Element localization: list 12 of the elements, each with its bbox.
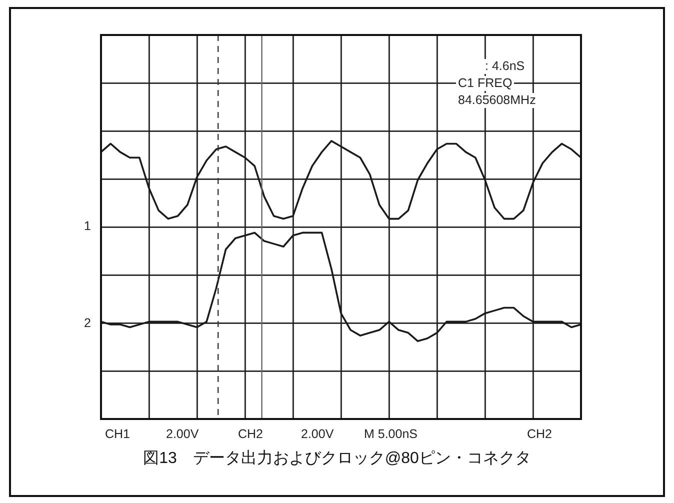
text: 84.65608MHz <box>456 93 538 108</box>
text: CH1 <box>105 427 130 442</box>
text: 2 <box>84 316 91 331</box>
text: C1 FREQ <box>456 76 514 91</box>
text: 2.00V <box>166 427 199 442</box>
text: 1 <box>84 219 91 234</box>
text: CH2 <box>238 427 264 442</box>
text: CH2 <box>527 427 552 442</box>
text: 図13 データ出力およびクロック@80ピン・コネクタ <box>142 448 532 469</box>
text: 2.00V <box>301 427 334 442</box>
text: : 4.6nS <box>483 59 527 74</box>
text: M 5.00nS <box>364 427 418 442</box>
